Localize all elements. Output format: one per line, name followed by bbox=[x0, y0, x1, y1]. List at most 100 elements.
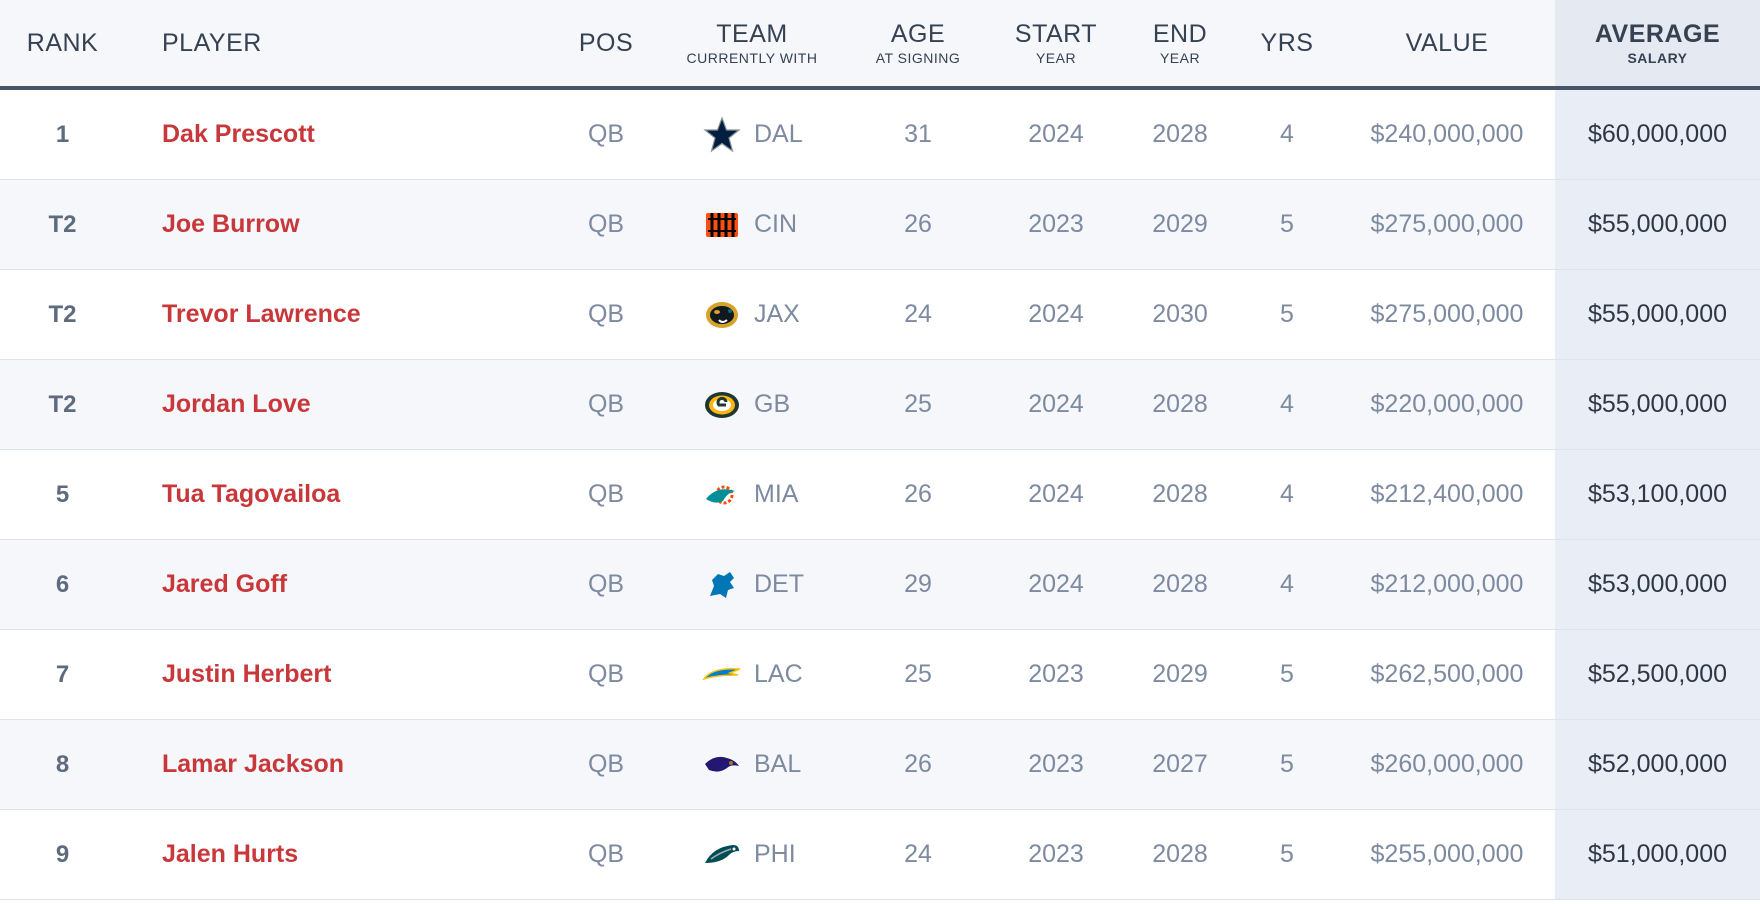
team-cell[interactable]: PHI bbox=[702, 810, 852, 899]
table-row: T2 Trevor Lawrence QB JAX 24 2024 2030 5… bbox=[0, 270, 1760, 360]
rank-cell: 8 bbox=[55, 750, 70, 778]
rank-cell: 9 bbox=[55, 840, 70, 868]
team-cell[interactable]: DET bbox=[702, 540, 852, 629]
position-cell: QB bbox=[587, 570, 625, 598]
position-cell: QB bbox=[587, 660, 625, 688]
team-abbreviation: CIN bbox=[754, 210, 798, 238]
team-cell[interactable]: JAX bbox=[702, 270, 852, 359]
col-end-header[interactable]: END YEAR bbox=[1130, 0, 1230, 86]
player-name-link[interactable]: Tua Tagovailoa bbox=[162, 480, 341, 508]
col-start-label: START bbox=[1014, 20, 1098, 48]
bengals-logo-icon bbox=[702, 205, 742, 245]
player-name-link[interactable]: Jalen Hurts bbox=[162, 840, 299, 868]
position-cell: QB bbox=[587, 480, 625, 508]
col-start-header[interactable]: START YEAR bbox=[1006, 0, 1106, 86]
table-body: 1 Dak Prescott QB DAL 31 2024 2028 4 $24… bbox=[0, 90, 1760, 900]
contract-value-cell: $212,400,000 bbox=[1370, 480, 1524, 508]
average-salary-cell: $55,000,000 bbox=[1555, 180, 1760, 269]
position-cell: QB bbox=[587, 840, 625, 868]
chargers-bolt-icon bbox=[702, 655, 742, 695]
age-cell: 25 bbox=[904, 390, 932, 418]
team-cell[interactable]: DAL bbox=[702, 90, 852, 179]
average-salary-cell: $52,000,000 bbox=[1555, 720, 1760, 809]
age-cell: 26 bbox=[904, 480, 932, 508]
col-value-label: VALUE bbox=[1405, 29, 1489, 57]
years-cell: 5 bbox=[1280, 300, 1294, 328]
position-cell: QB bbox=[587, 210, 625, 238]
team-abbreviation: DAL bbox=[754, 120, 803, 148]
end-year-cell: 2028 bbox=[1152, 570, 1208, 598]
team-abbreviation: JAX bbox=[754, 300, 800, 328]
table-row: T2 Joe Burrow QB CIN 26 2023 2029 5 $275… bbox=[0, 180, 1760, 270]
age-cell: 25 bbox=[904, 660, 932, 688]
player-name-link[interactable]: Jordan Love bbox=[162, 390, 311, 418]
player-name-link[interactable]: Joe Burrow bbox=[162, 210, 300, 238]
player-name-link[interactable]: Lamar Jackson bbox=[162, 750, 345, 778]
rank-cell: 1 bbox=[55, 120, 70, 148]
position-cell: QB bbox=[587, 750, 625, 778]
ravens-logo-icon bbox=[702, 745, 742, 785]
years-cell: 4 bbox=[1280, 120, 1294, 148]
rank-cell: T2 bbox=[48, 210, 77, 238]
col-age-sublabel: AT SIGNING bbox=[875, 50, 961, 66]
age-cell: 26 bbox=[904, 750, 932, 778]
years-cell: 4 bbox=[1280, 480, 1294, 508]
col-rank-header[interactable]: RANK bbox=[0, 0, 125, 86]
table-row: 5 Tua Tagovailoa QB MIA 26 2024 2028 4 $… bbox=[0, 450, 1760, 540]
table-row: 1 Dak Prescott QB DAL 31 2024 2028 4 $24… bbox=[0, 90, 1760, 180]
col-yrs-header[interactable]: YRS bbox=[1237, 0, 1337, 86]
eagles-logo-icon bbox=[702, 835, 742, 875]
team-cell[interactable]: LAC bbox=[702, 630, 852, 719]
col-player-header[interactable]: PLAYER bbox=[162, 0, 522, 86]
contract-value-cell: $212,000,000 bbox=[1370, 570, 1524, 598]
average-salary-cell: $52,500,000 bbox=[1555, 630, 1760, 719]
position-cell: QB bbox=[587, 300, 625, 328]
team-abbreviation: GB bbox=[754, 390, 791, 418]
average-salary-cell: $55,000,000 bbox=[1555, 270, 1760, 359]
col-average-salary-header[interactable]: AVERAGE SALARY bbox=[1555, 0, 1760, 86]
team-cell[interactable]: BAL bbox=[702, 720, 852, 809]
col-yrs-label: YRS bbox=[1260, 29, 1314, 57]
start-year-cell: 2023 bbox=[1028, 660, 1084, 688]
player-name-link[interactable]: Trevor Lawrence bbox=[162, 300, 361, 328]
start-year-cell: 2023 bbox=[1028, 210, 1084, 238]
contract-value-cell: $275,000,000 bbox=[1370, 300, 1524, 328]
average-salary-cell: $55,000,000 bbox=[1555, 360, 1760, 449]
team-cell[interactable]: MIA bbox=[702, 450, 852, 539]
col-team-label: TEAM bbox=[716, 20, 788, 48]
years-cell: 5 bbox=[1280, 210, 1294, 238]
table-row: 8 Lamar Jackson QB BAL 26 2023 2027 5 $2… bbox=[0, 720, 1760, 810]
contract-value-cell: $255,000,000 bbox=[1370, 840, 1524, 868]
team-abbreviation: BAL bbox=[754, 750, 802, 778]
team-abbreviation: LAC bbox=[754, 660, 803, 688]
team-cell[interactable]: CIN bbox=[702, 180, 852, 269]
player-name-link[interactable]: Justin Herbert bbox=[162, 660, 332, 688]
packers-logo-icon bbox=[702, 385, 742, 425]
col-team-header[interactable]: TEAM CURRENTLY WITH bbox=[672, 0, 832, 86]
contract-value-cell: $275,000,000 bbox=[1370, 210, 1524, 238]
player-name-link[interactable]: Dak Prescott bbox=[162, 120, 315, 148]
col-age-label: AGE bbox=[890, 20, 946, 48]
contract-value-cell: $220,000,000 bbox=[1370, 390, 1524, 418]
col-age-header[interactable]: AGE AT SIGNING bbox=[868, 0, 968, 86]
rank-cell: T2 bbox=[48, 300, 77, 328]
age-cell: 31 bbox=[904, 120, 932, 148]
team-cell[interactable]: GB bbox=[702, 360, 852, 449]
col-rank-label: RANK bbox=[26, 29, 99, 57]
col-pos-header[interactable]: POS bbox=[556, 0, 656, 86]
contract-value-cell: $260,000,000 bbox=[1370, 750, 1524, 778]
end-year-cell: 2028 bbox=[1152, 390, 1208, 418]
average-salary-cell: $53,000,000 bbox=[1555, 540, 1760, 629]
player-name-link[interactable]: Jared Goff bbox=[162, 570, 288, 598]
table-row: 7 Justin Herbert QB LAC 25 2023 2029 5 $… bbox=[0, 630, 1760, 720]
cowboys-star-icon bbox=[702, 115, 742, 155]
years-cell: 4 bbox=[1280, 390, 1294, 418]
col-value-header[interactable]: VALUE bbox=[1357, 0, 1537, 86]
team-abbreviation: MIA bbox=[754, 480, 799, 508]
start-year-cell: 2024 bbox=[1028, 480, 1084, 508]
position-cell: QB bbox=[587, 120, 625, 148]
age-cell: 26 bbox=[904, 210, 932, 238]
contract-value-cell: $262,500,000 bbox=[1370, 660, 1524, 688]
average-salary-cell: $53,100,000 bbox=[1555, 450, 1760, 539]
start-year-cell: 2024 bbox=[1028, 120, 1084, 148]
